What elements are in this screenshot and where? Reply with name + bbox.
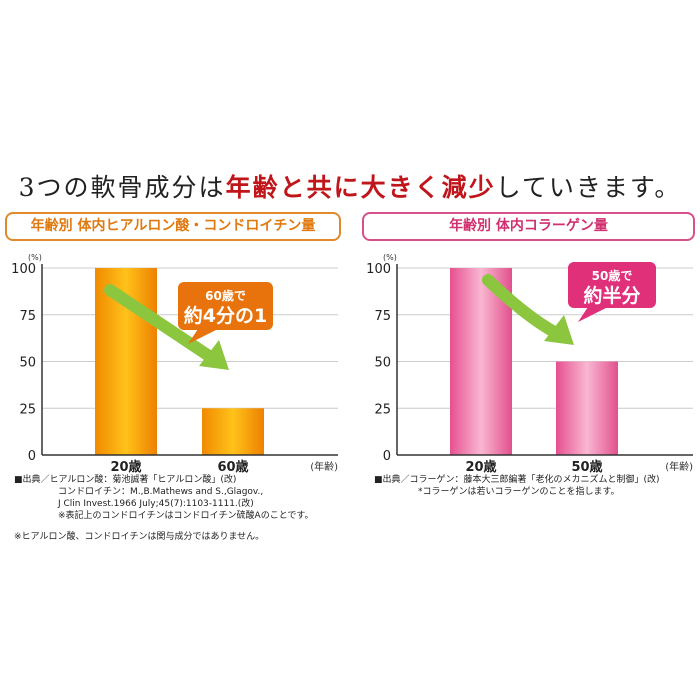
page-title: 3つの軟骨成分は年齢と共に大きく減少していきます。 [0,168,700,204]
note-line: J Clin Invest.1966 July;45(7):1103-1111.… [58,499,254,509]
bar-60歳 [202,408,264,455]
y-tick-label: 75 [19,309,36,324]
title-part1: 3つの軟骨成分は [18,173,226,202]
callout-box [568,262,656,308]
x-tick-label: 50歳 [571,459,602,475]
footnote: ※ヒアルロン酸、コンドロイチンは関与成分ではありません。 [14,532,265,542]
arrow-head-icon [544,315,574,345]
arrow-head-icon [199,340,229,370]
y-tick-label: 25 [19,402,36,417]
y-tick-label: 0 [28,449,36,464]
note-line: *コラーゲンは若いコラーゲンのことを指します。 [418,487,620,497]
callout-tail [578,307,608,322]
y-tick-label: 100 [366,262,391,277]
y-axis-unit: (%) [28,253,42,262]
x-axis-label: (年齢) [310,460,338,473]
y-tick-label: 50 [19,356,36,371]
note-line: ■出典／ヒアルロン酸：菊池誠著「ヒアルロン酸」(改) [14,475,237,485]
note-line: ■出典／コラーゲン：藤本大三郎編著「老化のメカニズムと制御」(改) [374,475,660,485]
y-tick-label: 50 [374,356,391,371]
callout-tail [188,329,218,344]
y-tick-label: 75 [374,309,391,324]
x-tick-label: 60歳 [217,459,248,475]
callout-line2: 約4分の1 [184,304,267,327]
note-line: コンドロイチン：M.,B.Mathews and S.,Glagov., [58,487,264,497]
x-tick-label: 20歳 [465,459,496,475]
notes-left: ■出典／ヒアルロン酸：菊池誠著「ヒアルロン酸」(改) コンドロイチン：M.,B.… [14,474,314,522]
bar-50歳 [556,361,618,455]
callout-line1: 60歳で [205,288,246,303]
y-axis-unit: (%) [383,253,397,262]
notes-right: ■出典／コラーゲン：藤本大三郎編著「老化のメカニズムと制御」(改) *コラーゲン… [374,474,660,498]
chart-right-title: 年齢別 体内コラーゲン量 [362,212,695,241]
y-tick-label: 100 [11,262,36,277]
chart-left-title: 年齢別 体内ヒアルロン酸・コンドロイチン量 [5,212,341,241]
decrease-arrow [104,284,221,366]
x-tick-label: 20歳 [110,459,141,475]
x-axis-label: (年齢) [665,460,693,473]
callout-box [178,282,273,330]
callout-line1: 50歳で [592,268,633,283]
note-line: ※表記上のコンドロイチンはコンドロイチン硫酸Aのことです。 [58,511,314,521]
callout-line2: 約半分 [583,284,640,307]
title-part3: していきます。 [495,173,682,202]
title-highlight: 年齢と共に大きく減少 [225,173,496,202]
y-tick-label: 25 [374,402,391,417]
y-tick-label: 0 [383,449,391,464]
